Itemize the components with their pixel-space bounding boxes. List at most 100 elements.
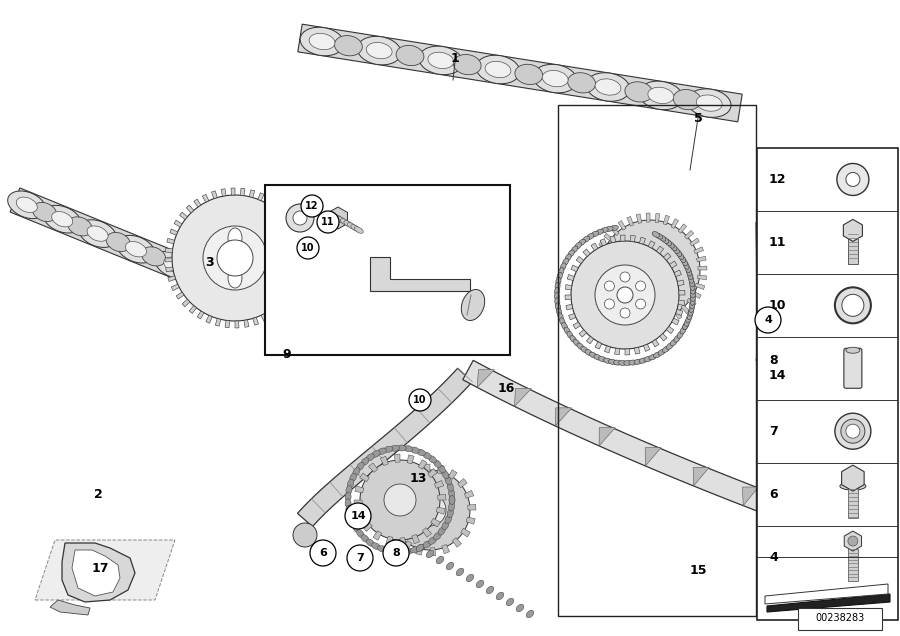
Ellipse shape <box>356 530 365 537</box>
Polygon shape <box>843 219 862 242</box>
Ellipse shape <box>410 547 419 553</box>
Polygon shape <box>594 279 603 284</box>
Ellipse shape <box>659 235 666 241</box>
Ellipse shape <box>554 287 560 296</box>
Ellipse shape <box>334 215 343 221</box>
Polygon shape <box>386 536 393 545</box>
Ellipse shape <box>397 445 406 451</box>
Ellipse shape <box>466 574 473 582</box>
Ellipse shape <box>51 212 73 227</box>
Ellipse shape <box>688 89 731 118</box>
Ellipse shape <box>680 256 686 263</box>
Polygon shape <box>386 522 396 530</box>
Polygon shape <box>793 506 809 525</box>
Polygon shape <box>674 270 681 277</box>
Circle shape <box>846 172 860 186</box>
Polygon shape <box>591 243 598 251</box>
Polygon shape <box>679 300 685 305</box>
Ellipse shape <box>366 539 374 546</box>
Ellipse shape <box>517 604 524 612</box>
Polygon shape <box>848 486 858 518</box>
Polygon shape <box>689 238 699 246</box>
Polygon shape <box>610 236 616 243</box>
Polygon shape <box>461 529 471 537</box>
Text: 10: 10 <box>302 243 315 253</box>
Polygon shape <box>666 314 673 324</box>
Polygon shape <box>615 348 620 355</box>
Polygon shape <box>587 336 594 344</box>
Polygon shape <box>698 275 706 280</box>
Polygon shape <box>679 224 687 233</box>
Ellipse shape <box>219 278 242 297</box>
Ellipse shape <box>625 82 652 102</box>
Ellipse shape <box>690 294 696 301</box>
Circle shape <box>600 220 700 320</box>
Circle shape <box>835 413 871 449</box>
Ellipse shape <box>404 446 413 452</box>
Polygon shape <box>555 408 572 426</box>
Ellipse shape <box>681 258 688 266</box>
Polygon shape <box>663 253 671 260</box>
Circle shape <box>286 204 314 232</box>
Polygon shape <box>166 248 173 252</box>
Ellipse shape <box>436 556 444 564</box>
Bar <box>798 608 882 630</box>
Ellipse shape <box>690 297 695 305</box>
Ellipse shape <box>486 586 494 594</box>
Polygon shape <box>656 246 663 254</box>
Polygon shape <box>240 188 245 196</box>
Text: 10: 10 <box>769 299 787 312</box>
Ellipse shape <box>346 486 352 495</box>
Polygon shape <box>269 309 276 317</box>
Polygon shape <box>458 478 467 488</box>
Polygon shape <box>392 532 402 541</box>
Ellipse shape <box>155 251 194 279</box>
Polygon shape <box>658 317 664 326</box>
Ellipse shape <box>87 226 108 241</box>
Ellipse shape <box>32 202 57 221</box>
Polygon shape <box>424 464 430 473</box>
Ellipse shape <box>586 73 630 101</box>
Polygon shape <box>848 232 858 265</box>
Polygon shape <box>403 541 411 550</box>
Ellipse shape <box>351 225 360 232</box>
Text: 11: 11 <box>321 217 335 227</box>
Polygon shape <box>294 235 302 240</box>
Polygon shape <box>416 546 423 555</box>
Ellipse shape <box>449 495 455 504</box>
Ellipse shape <box>372 543 380 550</box>
Polygon shape <box>292 281 301 287</box>
Ellipse shape <box>397 549 406 555</box>
Polygon shape <box>571 265 578 272</box>
Ellipse shape <box>673 247 680 254</box>
Polygon shape <box>691 291 701 298</box>
Polygon shape <box>189 306 196 314</box>
Ellipse shape <box>670 339 677 346</box>
Polygon shape <box>652 340 659 347</box>
Circle shape <box>360 460 440 540</box>
Ellipse shape <box>568 250 574 257</box>
Ellipse shape <box>496 592 504 600</box>
Text: 14: 14 <box>350 511 365 521</box>
Polygon shape <box>844 531 861 551</box>
Polygon shape <box>695 283 705 289</box>
Text: 12: 12 <box>769 173 787 186</box>
Polygon shape <box>394 454 400 462</box>
Polygon shape <box>10 188 315 332</box>
Ellipse shape <box>194 266 232 294</box>
Ellipse shape <box>419 46 463 74</box>
Polygon shape <box>648 241 655 248</box>
Ellipse shape <box>560 318 565 326</box>
Polygon shape <box>605 346 610 353</box>
Circle shape <box>414 494 446 526</box>
Ellipse shape <box>689 279 695 287</box>
Ellipse shape <box>658 349 665 356</box>
Polygon shape <box>681 305 689 314</box>
Polygon shape <box>687 298 696 307</box>
Ellipse shape <box>558 313 563 321</box>
Circle shape <box>317 211 339 233</box>
Polygon shape <box>567 275 574 280</box>
Polygon shape <box>644 344 650 351</box>
Ellipse shape <box>685 265 690 273</box>
Polygon shape <box>261 314 267 322</box>
